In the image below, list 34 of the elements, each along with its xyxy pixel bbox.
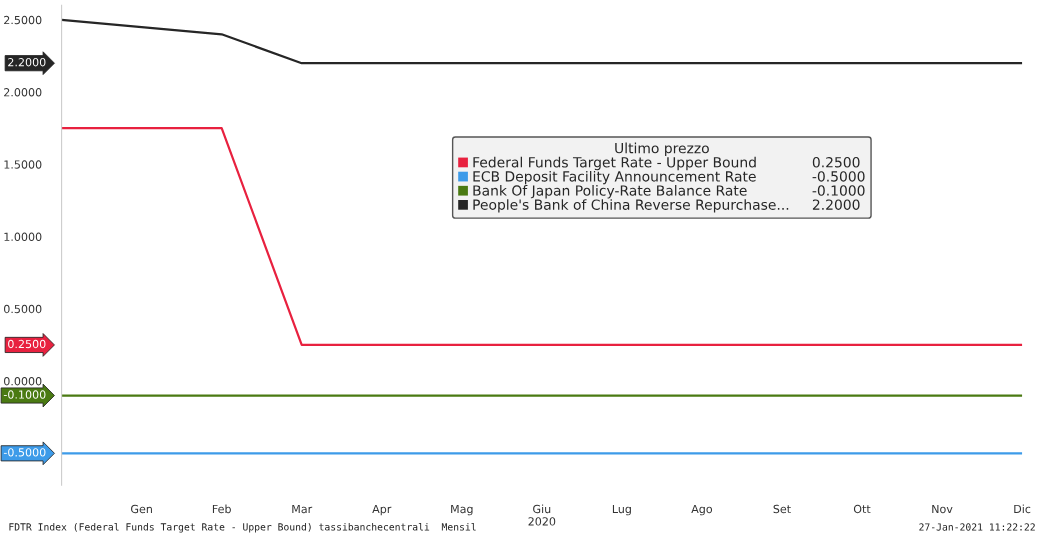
x-tick-label: Apr [372,504,392,516]
annotation: -0.5000 [3,448,46,457]
line-series [61,18,1023,65]
legend-label: Federal Funds Target Rate - Upper Bound [473,156,756,171]
y-tick-label: 0.0000 [4,377,42,386]
x-tick-label: Gen [131,504,152,514]
x-tick-label: Giu 2020 [528,504,556,526]
legend-label: People's Bank of China Reverse Repurchase... [473,199,789,213]
y-tick-label: 2.0000 [4,88,42,97]
x-tick-label: Ott [853,504,871,514]
y-tick-label: 1.0000 [4,232,42,241]
x-tick-label: Ago [691,504,713,516]
text: 27-Jan-2021 11:22:22 [919,523,1035,531]
legend-label: ECB Deposit Facility Announcement Rate [473,170,756,185]
text: 0.2500 [812,157,860,168]
annotation: 0.2500 [8,339,46,349]
legend-title: Ultimo prezzo [615,142,709,157]
x-tick-label: Mar [292,504,313,514]
x-tick-label: Mag [451,504,473,516]
text: 2.2000 [812,199,860,210]
text: -0.5000 [812,171,865,182]
annotation: -0.1000 [3,390,46,399]
x-tick-label: Lug [612,504,631,516]
text: FDTR Index (Federal Funds Target Rate - Upper Bound) tassibanchecentrali Mensil [9,523,476,533]
y-tick-label: 2.5000 [4,15,42,25]
annotation: 2.2000 [8,58,46,67]
legend-label: Bank Of Japan Policy-Rate Balance Rate [473,185,747,199]
y-tick-label: 0.5000 [4,304,42,314]
x-tick-label: Dic [1014,504,1031,514]
x-tick-label: Set [773,504,791,514]
x-tick-label: Feb [212,504,231,514]
x-tick-label: Nov [932,504,953,514]
y-tick-label: 1.5000 [4,160,42,169]
text: -0.1000 [812,185,865,196]
